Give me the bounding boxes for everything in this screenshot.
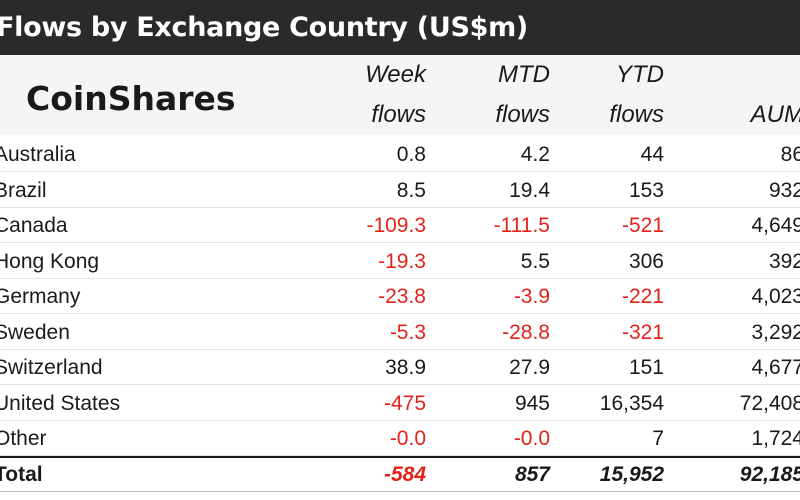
header-mtd-line2: flows	[495, 101, 550, 128]
mtd-cell: 5.5	[520, 249, 550, 273]
mtd-cell: 19.4	[509, 178, 550, 202]
country-cell: Hong Kong	[0, 249, 100, 273]
ytd-cell: 44	[640, 143, 664, 166]
header-week-line2: flows	[371, 101, 426, 128]
total-ytd: 15,952	[599, 463, 664, 486]
total-label: Total	[0, 463, 43, 486]
table-row: Sweden -5.3 -28.8 -321 3,292	[0, 315, 800, 350]
ytd-cell: 16,354	[599, 391, 664, 415]
country-cell: Brazil	[0, 178, 47, 202]
table-row: United States -475 945 16,354 72,408	[0, 386, 800, 421]
week-cell: -109.3	[366, 214, 426, 237]
ytd-cell: -221	[621, 285, 664, 308]
ytd-cell: -321	[621, 320, 664, 344]
country-cell: Switzerland	[0, 356, 103, 379]
ytd-cell: -521	[621, 214, 664, 237]
table-row: Hong Kong -19.3 5.5 306 392	[0, 244, 800, 279]
table-row: Canada -109.3 -111.5 -521 4,649	[0, 208, 800, 243]
ytd-cell: 306	[628, 249, 664, 273]
week-cell: 8.5	[396, 178, 426, 202]
country-cell: United States	[0, 391, 121, 415]
aum-cell: 86	[780, 143, 800, 166]
country-cell: Germany	[0, 285, 81, 308]
total-mtd: 857	[514, 463, 550, 486]
table-title-bar: Flows by Exchange Country (US$m)	[0, 0, 800, 55]
table-title: Flows by Exchange Country (US$m)	[0, 12, 528, 43]
ytd-cell: 153	[628, 178, 664, 202]
week-cell: 38.9	[385, 356, 426, 379]
header-ytd-line2: flows	[609, 101, 664, 128]
week-cell: -19.3	[378, 249, 426, 273]
aum-cell: 1,724	[751, 427, 800, 450]
week-cell: -5.3	[389, 320, 426, 344]
aum-cell: 4,649	[751, 214, 800, 237]
country-cell: Other	[0, 427, 47, 450]
header-week-line1: Week	[365, 61, 426, 88]
table-row: Brazil 8.5 19.4 153 932	[0, 173, 800, 208]
header-aum: AUM	[750, 101, 800, 128]
week-cell: 0.8	[396, 143, 426, 166]
header-mtd-line1: MTD	[498, 61, 550, 88]
table-row: Germany -23.8 -3.9 -221 4,023	[0, 279, 800, 314]
ytd-cell: 7	[652, 427, 664, 450]
week-cell: -475	[383, 391, 426, 415]
country-cell: Canada	[0, 214, 68, 237]
table-header	[0, 55, 800, 135]
table-row: Other -0.0 -0.0 7 1,724	[0, 421, 800, 456]
total-row: Total -584 857 15,952 92,185	[0, 456, 800, 492]
country-cell: Sweden	[0, 320, 70, 344]
aum-cell: 72,408	[739, 391, 800, 415]
total-week: -584	[383, 463, 426, 486]
mtd-cell: 4.2	[520, 143, 550, 166]
mtd-cell: 27.9	[509, 356, 550, 379]
aum-cell: 4,677	[751, 356, 800, 379]
aum-cell: 392	[768, 249, 800, 273]
header-ytd-line1: YTD	[616, 61, 664, 88]
aum-cell: 3,292	[751, 320, 800, 344]
table-row: Switzerland 38.9 27.9 151 4,677	[0, 350, 800, 385]
mtd-cell: -28.8	[502, 320, 550, 344]
mtd-cell: -111.5	[493, 214, 550, 237]
week-cell: -0.0	[389, 427, 426, 450]
mtd-cell: -0.0	[513, 427, 550, 450]
country-cell: Australia	[0, 143, 76, 166]
table-row: Australia 0.8 4.2 44 86	[0, 137, 800, 172]
mtd-cell: 945	[514, 391, 550, 415]
coinshares-logo: CoinShares	[26, 79, 236, 118]
total-aum: 92,185	[739, 463, 800, 486]
aum-cell: 932	[768, 178, 800, 202]
aum-cell: 4,023	[751, 285, 800, 308]
mtd-cell: -3.9	[513, 285, 550, 308]
week-cell: -23.8	[378, 285, 426, 308]
ytd-cell: 151	[628, 356, 664, 379]
